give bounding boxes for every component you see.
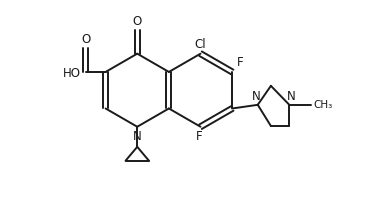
Text: N: N <box>133 130 142 143</box>
Text: F: F <box>195 130 202 143</box>
Text: O: O <box>132 15 142 28</box>
Text: HO: HO <box>63 67 81 80</box>
Text: Cl: Cl <box>195 38 206 51</box>
Text: CH₃: CH₃ <box>314 100 333 110</box>
Text: O: O <box>81 33 90 46</box>
Text: F: F <box>237 56 243 69</box>
Text: N: N <box>251 90 260 103</box>
Text: N: N <box>287 90 295 103</box>
